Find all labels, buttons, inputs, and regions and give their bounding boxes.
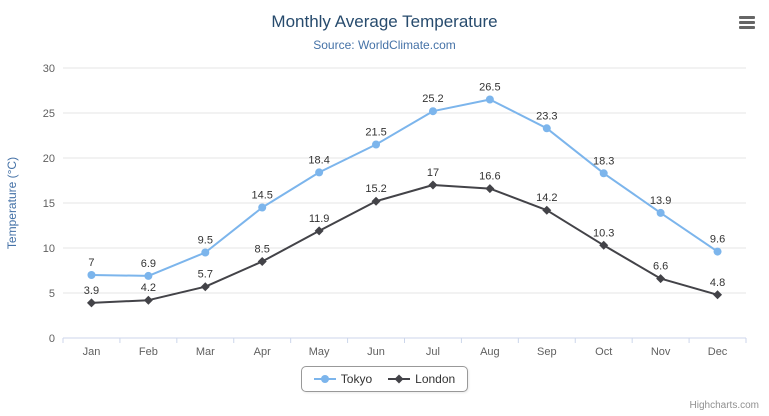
data-label: 6.9 <box>141 258 156 270</box>
marker-london[interactable] <box>599 240 609 250</box>
data-label: 9.5 <box>198 235 213 247</box>
legend-label-tokyo: Tokyo <box>340 372 373 386</box>
x-tick-label: Apr <box>254 346 271 358</box>
data-label: 6.6 <box>653 261 668 273</box>
chart-subtitle: Source: WorldClimate.com <box>313 38 456 52</box>
marker-tokyo[interactable] <box>201 248 210 257</box>
data-label: 23.3 <box>536 110 557 122</box>
marker-tokyo[interactable] <box>485 95 494 104</box>
x-tick-label: Mar <box>196 346 215 358</box>
marker-tokyo[interactable] <box>599 169 608 178</box>
marker-london[interactable] <box>200 282 210 292</box>
marker-tokyo[interactable] <box>372 140 381 149</box>
y-axis-title: Temperature (°C) <box>5 157 19 249</box>
marker-london[interactable] <box>542 205 552 215</box>
data-label: 18.3 <box>593 155 614 167</box>
x-tick-label: Nov <box>651 346 671 358</box>
x-tick-label: Jan <box>83 346 101 358</box>
data-label: 9.6 <box>710 234 725 246</box>
x-tick-label: Jul <box>426 346 440 358</box>
data-label: 3.9 <box>84 285 99 297</box>
marker-london[interactable] <box>257 257 267 266</box>
legend-label-london: London <box>415 372 456 386</box>
legend: Tokyo London <box>0 366 769 392</box>
data-label: 25.2 <box>422 93 443 105</box>
data-label: 26.5 <box>479 82 500 94</box>
marker-london[interactable] <box>314 226 324 236</box>
data-label: 10.3 <box>593 227 614 239</box>
y-tick-label: 30 <box>43 63 55 75</box>
data-label: 5.7 <box>198 269 213 281</box>
marker-london[interactable] <box>485 184 495 194</box>
series-line-london[interactable] <box>90 184 719 304</box>
marker-tokyo[interactable] <box>542 124 551 133</box>
data-label: 4.2 <box>141 282 156 294</box>
marker-london[interactable] <box>371 196 381 206</box>
chart-title: Monthly Average Temperature <box>271 12 498 31</box>
data-label: 13.9 <box>650 195 671 207</box>
x-tick-label: Jun <box>367 346 385 358</box>
x-tick-label: Feb <box>139 346 158 358</box>
tokyo-marker-icon <box>313 375 336 383</box>
data-label: 7 <box>88 257 94 269</box>
marker-london[interactable] <box>86 298 96 308</box>
data-label: 11.9 <box>309 213 330 225</box>
data-label: 15.2 <box>365 183 386 195</box>
series-line-tokyo[interactable] <box>90 98 719 277</box>
marker-tokyo[interactable] <box>258 203 267 212</box>
x-tick-label: Sep <box>537 346 557 358</box>
legend-box: Tokyo London <box>300 366 469 392</box>
data-label: 14.2 <box>536 192 557 204</box>
credits-link[interactable]: Highcharts.com <box>689 400 759 411</box>
marker-london[interactable] <box>656 274 666 284</box>
data-label: 16.6 <box>479 171 500 183</box>
marker-tokyo[interactable] <box>656 208 665 217</box>
london-marker-icon <box>388 374 411 384</box>
legend-item-tokyo[interactable]: Tokyo <box>313 372 373 386</box>
marker-tokyo[interactable] <box>87 271 96 279</box>
data-label: 18.4 <box>308 154 329 166</box>
data-label: 17 <box>427 167 439 179</box>
marker-tokyo[interactable] <box>428 107 437 116</box>
legend-item-london[interactable]: London <box>388 372 455 386</box>
y-tick-label: 15 <box>43 198 55 210</box>
x-tick-label: May <box>309 346 330 358</box>
marker-london[interactable] <box>713 290 723 300</box>
data-label: 14.5 <box>251 190 272 202</box>
y-tick-label: 5 <box>49 288 55 300</box>
y-tick-label: 10 <box>43 243 55 255</box>
y-tick-label: 25 <box>43 108 55 120</box>
x-tick-label: Dec <box>708 346 728 358</box>
hamburger-menu-icon[interactable] <box>737 12 757 33</box>
x-tick-label: Oct <box>595 346 612 358</box>
marker-tokyo[interactable] <box>315 168 324 177</box>
data-label: 4.8 <box>710 277 725 289</box>
y-tick-label: 0 <box>49 333 55 345</box>
data-label: 21.5 <box>365 127 386 139</box>
x-tick-label: Aug <box>480 346 500 358</box>
data-label: 8.5 <box>255 244 270 256</box>
marker-tokyo[interactable] <box>144 271 153 280</box>
y-tick-label: 20 <box>43 153 55 165</box>
marker-london[interactable] <box>143 295 153 305</box>
marker-tokyo[interactable] <box>713 247 722 256</box>
marker-london[interactable] <box>428 180 438 190</box>
